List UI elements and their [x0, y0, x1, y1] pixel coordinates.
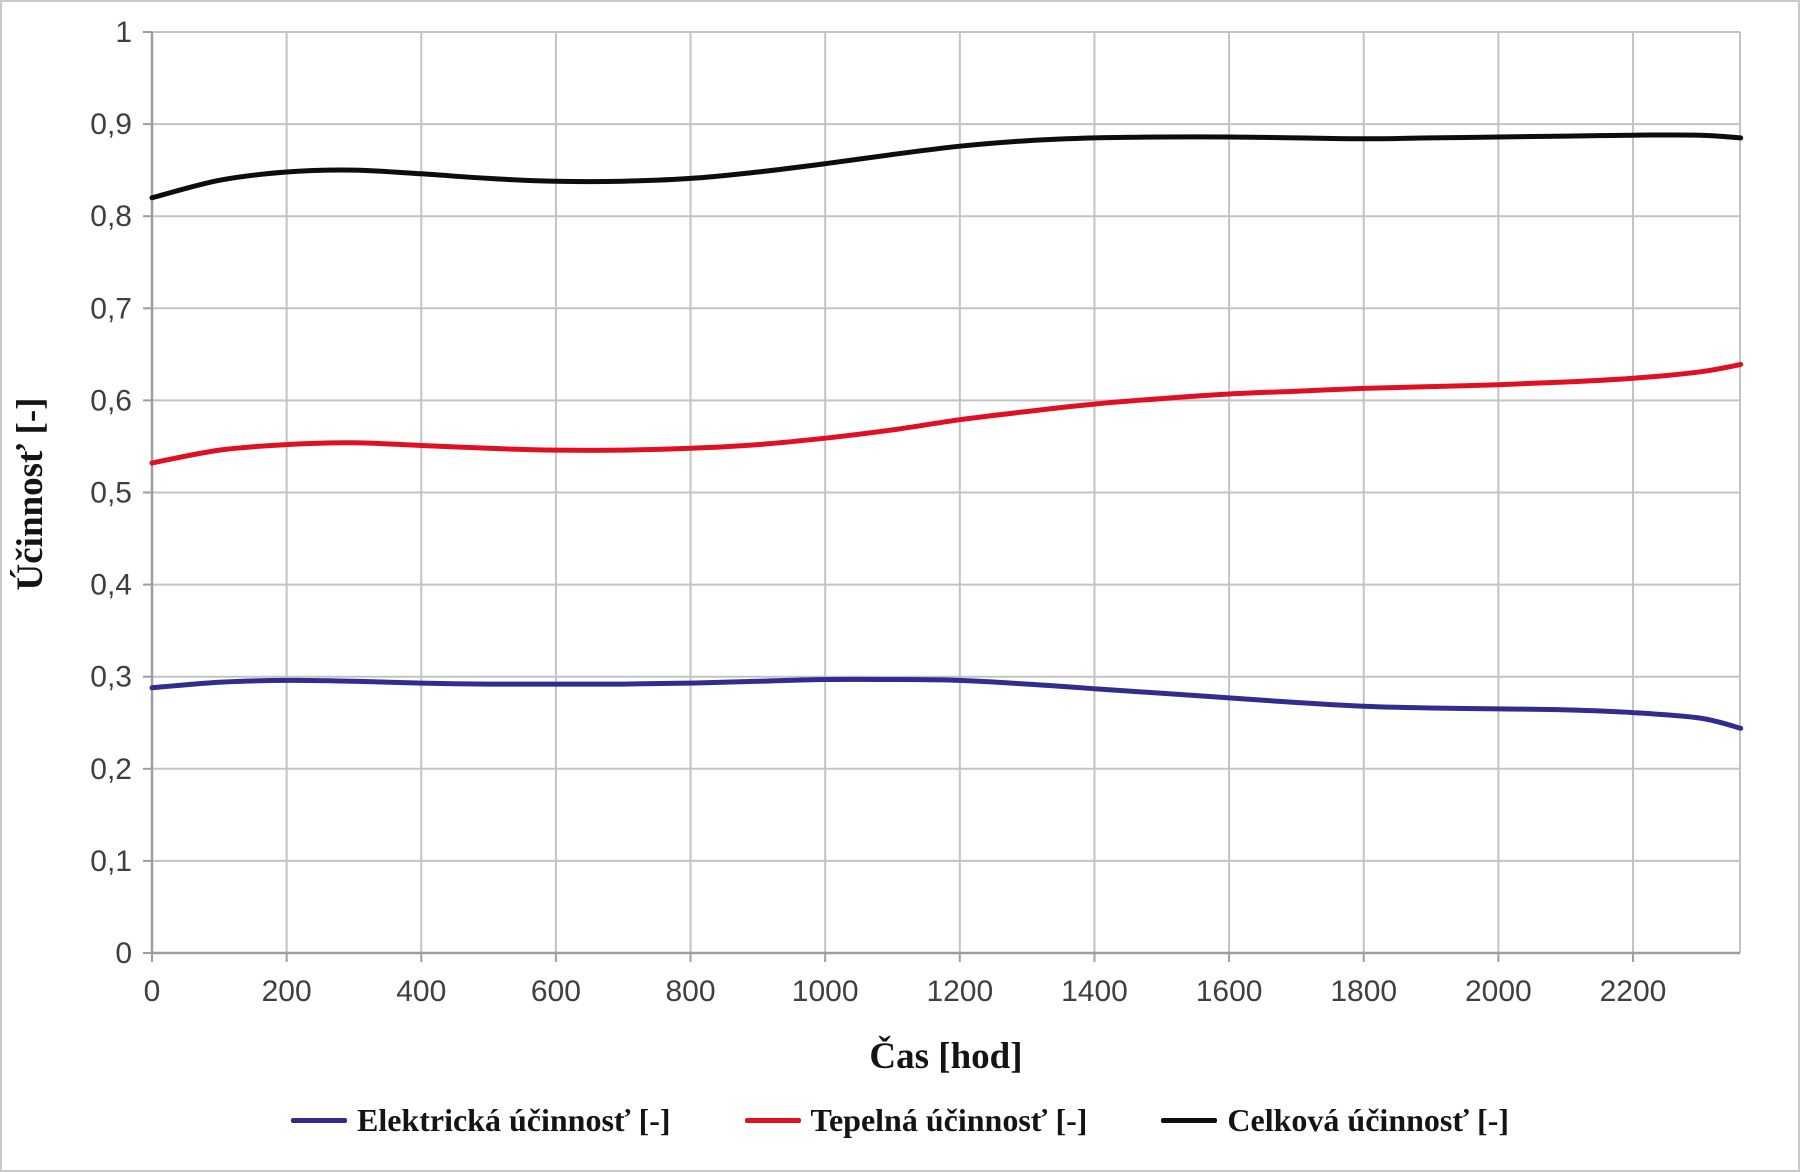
x-tick-label: 200	[262, 975, 312, 1008]
x-tick-label: 1200	[926, 975, 993, 1008]
y-tick-label: 0,2	[90, 753, 132, 786]
x-tick-label: 600	[531, 975, 581, 1008]
legend: Elektrická účinnosť [-] Tepelná účinnosť …	[2, 1102, 1798, 1139]
x-tick-label: 1800	[1330, 975, 1397, 1008]
legend-swatch	[744, 1118, 801, 1123]
x-tick-label: 2000	[1465, 975, 1532, 1008]
legend-swatch	[1161, 1118, 1218, 1123]
legend-item: Elektrická účinnosť [-]	[290, 1102, 671, 1139]
y-tick-label: 0,3	[90, 661, 132, 694]
x-tick-label: 800	[666, 975, 716, 1008]
y-tick-label: 0,1	[90, 845, 132, 878]
tick-label-layer: 0 0,1 0,2 0,3 0,4 0,5 0,6 0,7 0,8 0,9 1 0 200 400 600 8…	[90, 16, 1666, 1008]
y-axis-title: Účinnosť [-]	[9, 398, 51, 591]
x-tick-label: 0	[144, 975, 161, 1008]
series-line-2	[149, 132, 1744, 201]
y-tick-label: 0,5	[90, 477, 132, 510]
x-tick-label: 1000	[792, 975, 859, 1008]
x-tick-label: 2200	[1600, 975, 1667, 1008]
legend-item: Celková účinnosť [-]	[1161, 1102, 1509, 1139]
series-line-0	[149, 676, 1744, 731]
legend-item: Tepelná účinnosť [-]	[744, 1102, 1088, 1139]
x-tick-label: 1400	[1061, 975, 1128, 1008]
x-axis-title: Čas [hod]	[869, 1034, 1022, 1077]
legend-swatch	[290, 1118, 347, 1123]
axis-layer	[143, 31, 1740, 962]
legend-label: Celková účinnosť [-]	[1227, 1102, 1509, 1138]
series-line-1	[149, 362, 1744, 466]
y-tick-label: 0,4	[90, 569, 132, 602]
y-tick-label: 0,6	[90, 384, 132, 417]
y-tick-label: 1	[115, 16, 132, 49]
series-layer	[149, 132, 1744, 731]
legend-label: Tepelná účinnosť [-]	[810, 1102, 1088, 1138]
y-tick-label: 0,9	[90, 108, 132, 141]
y-tick-label: 0	[115, 937, 132, 970]
x-tick-label: 400	[396, 975, 446, 1008]
legend-label: Elektrická účinnosť [-]	[356, 1102, 671, 1138]
y-tick-label: 0,7	[90, 292, 132, 325]
x-tick-label: 1600	[1196, 975, 1263, 1008]
y-tick-label: 0,8	[90, 200, 132, 233]
